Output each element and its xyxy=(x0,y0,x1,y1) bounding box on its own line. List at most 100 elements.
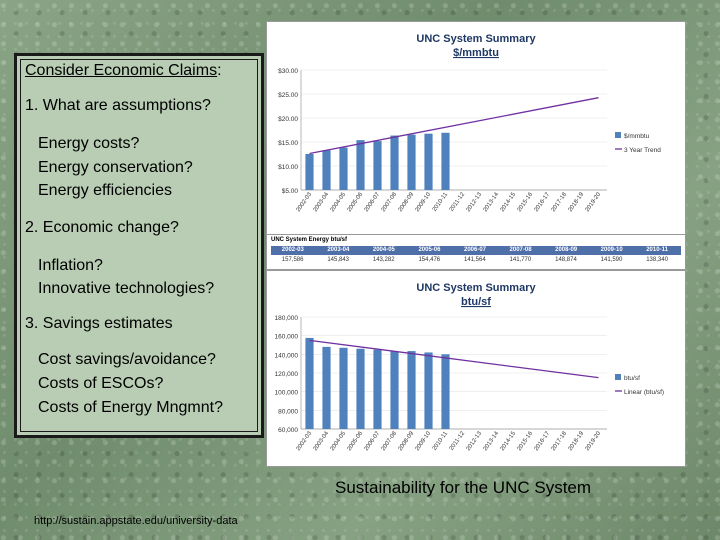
btu-sf-table-header-cell: 2008-09 xyxy=(555,247,578,253)
chart-bar xyxy=(339,147,348,190)
btu-sf-table-value-cell: 145,843 xyxy=(327,257,350,263)
chart-x-tick-label: 2014-15 xyxy=(500,430,518,452)
btu-sf-table-title: UNC System Energy btu/sf xyxy=(271,237,348,243)
chart-btu-per-sf-panel: UNC System Summary btu/sf 60,000 80,000 100,… xyxy=(266,270,686,467)
chart-bar xyxy=(305,337,314,429)
claim-item-1-sub-2: Energy conservation? xyxy=(38,159,193,176)
chart-x-tick-label: 2005-06 xyxy=(347,430,365,452)
claim-item-1: 1. What are assumptions? xyxy=(25,97,211,114)
chart-title: UNC System Summary xyxy=(416,282,536,294)
chart-x-tick-label: 2016-17 xyxy=(534,191,552,213)
claim-item-3: 3. Savings estimates xyxy=(25,315,173,332)
chart-x-tick-label: 2014-15 xyxy=(500,191,518,213)
chart-x-tick-label: 2010-11 xyxy=(432,430,450,452)
btu-sf-table-header-row xyxy=(271,246,681,255)
chart-y-tick-label: $5.00 xyxy=(282,188,299,195)
chart-x-tick-label: 2010-11 xyxy=(432,191,450,213)
chart-x-tick-label: 2004-05 xyxy=(330,191,348,213)
claim-item-3-sub-3: Costs of Energy Mngmnt? xyxy=(38,399,223,416)
btu-sf-table-value-cell: 138,340 xyxy=(646,257,668,263)
chart-x-tick-label: 2008-09 xyxy=(398,430,416,452)
claim-item-2-sub-1: Inflation? xyxy=(38,257,103,274)
btu-sf-table-header-cell: 2002-03 xyxy=(281,247,304,253)
chart-bar xyxy=(322,346,331,429)
chart-y-tick-label: 120,000 xyxy=(275,371,299,378)
chart-legend-swatch-bar xyxy=(615,132,621,138)
chart-x-tick-label: 2016-17 xyxy=(534,430,552,452)
chart-y-tick-label: $30.00 xyxy=(278,68,298,75)
claim-item-2-sub-2: Innovative technologies? xyxy=(38,280,215,297)
economic-claims-inner-border xyxy=(20,59,258,432)
chart-x-tick-label: 2004-05 xyxy=(330,430,348,452)
btu-sf-table-value-cell: 141,770 xyxy=(509,257,532,263)
btu-sf-table-header-cell: 2005-06 xyxy=(418,247,441,253)
chart-bar xyxy=(424,352,433,429)
btu-sf-table-header-cell: 2007-08 xyxy=(509,247,532,253)
chart-y-tick-label: 140,000 xyxy=(275,352,299,359)
claim-item-3-sub-2: Costs of ESCOs? xyxy=(38,375,164,392)
claims-title: Consider Economic Claims xyxy=(25,62,218,79)
chart-subtitle: btu/sf xyxy=(461,296,491,308)
btu-sf-table-header-cell: 2006-07 xyxy=(464,247,487,253)
btu-sf-table-value-cell: 148,874 xyxy=(555,257,577,263)
chart-x-tick-label: 2017-18 xyxy=(551,430,569,452)
chart-bar xyxy=(390,351,399,429)
chart-cost-per-mmbtu-panel: UNC System Summary $/mmbtu $5.00 $10.00 $15.… xyxy=(266,21,686,235)
chart-x-tick-label: 2018-19 xyxy=(568,191,586,213)
btu-sf-table-header-cell: 2003-04 xyxy=(327,247,350,253)
chart-x-tick-label: 2013-14 xyxy=(483,191,501,213)
chart-subtitle: $/mmbtu xyxy=(453,47,499,59)
chart-y-tick-label: 100,000 xyxy=(275,390,299,397)
chart-legend-label: 3 Year Trend xyxy=(624,147,661,154)
btu-sf-table-value-cell: 143,282 xyxy=(372,257,395,263)
chart-x-tick-label: 2006-07 xyxy=(364,430,382,452)
btu-sf-table: UNC System Energy btu/sf 2002-03 157,586 2… xyxy=(266,234,686,270)
chart-x-tick-label: 2012-13 xyxy=(466,191,484,213)
claims-title-line: Consider Economic Claims: xyxy=(25,61,222,81)
btu-sf-table-header-cell: 2004-05 xyxy=(372,247,395,253)
claim-item-3-sub-1: Cost savings/avoidance? xyxy=(38,351,216,368)
chart-legend-label: $/mmbtu xyxy=(624,133,650,140)
chart-x-tick-label: 2008-09 xyxy=(398,191,416,213)
economic-claims-box xyxy=(14,53,264,438)
chart-x-tick-label: 2011-12 xyxy=(449,430,467,452)
chart-bar xyxy=(424,133,433,190)
chart-x-tick-label: 2002-03 xyxy=(296,191,314,213)
chart-x-tick-label: 2002-03 xyxy=(296,430,314,452)
chart-legend-label: btu/sf xyxy=(624,375,640,382)
chart-y-tick-label: $15.00 xyxy=(278,140,298,147)
btu-sf-table-value-cell: 157,586 xyxy=(281,257,304,263)
chart-legend-label: Linear (btu/sf) xyxy=(624,389,664,396)
chart-x-tick-label: 2007-08 xyxy=(381,430,399,452)
chart-x-tick-label: 2013-14 xyxy=(483,430,501,452)
btu-sf-table-value-cell: 141,590 xyxy=(600,257,623,263)
chart-x-tick-label: 2007-08 xyxy=(381,191,399,213)
chart-legend-swatch-bar xyxy=(615,374,621,380)
chart-x-tick-label: 2012-13 xyxy=(466,430,484,452)
claims-title-colon: : xyxy=(217,62,222,79)
chart-bar xyxy=(356,140,365,190)
footer-title: Sustainability for the UNC System xyxy=(335,478,592,497)
claim-item-1-sub-3: Energy efficiencies xyxy=(38,182,172,199)
chart-y-tick-label: 60,000 xyxy=(278,427,298,434)
chart-y-tick-label: 80,000 xyxy=(278,408,298,415)
chart-x-tick-label: 2019-20 xyxy=(585,430,603,452)
chart-x-tick-label: 2017-18 xyxy=(551,191,569,213)
chart-cost-per-mmbtu: UNC System Summary $/mmbtu $5.00 $10.00 $15.… xyxy=(278,33,661,213)
footer-url[interactable]: http://sustain.appstate.edu/university-d… xyxy=(34,515,238,527)
btu-sf-table-header-cell: 2009-10 xyxy=(600,247,623,253)
chart-bar xyxy=(373,349,382,429)
chart-bar xyxy=(356,348,365,429)
chart-bar xyxy=(339,347,348,429)
chart-bar xyxy=(441,132,450,190)
chart-x-tick-label: 2009-10 xyxy=(415,191,433,213)
chart-bar xyxy=(373,141,382,190)
btu-sf-table-header-cell: 2010-11 xyxy=(646,247,668,253)
chart-bar xyxy=(407,134,416,190)
chart-x-tick-label: 2003-04 xyxy=(313,191,331,213)
chart-x-tick-label: 2015-16 xyxy=(517,430,535,452)
chart-bar xyxy=(441,354,450,429)
chart-y-tick-label: $25.00 xyxy=(278,92,298,99)
chart-bar xyxy=(322,150,331,190)
chart-trend-line xyxy=(309,97,599,155)
